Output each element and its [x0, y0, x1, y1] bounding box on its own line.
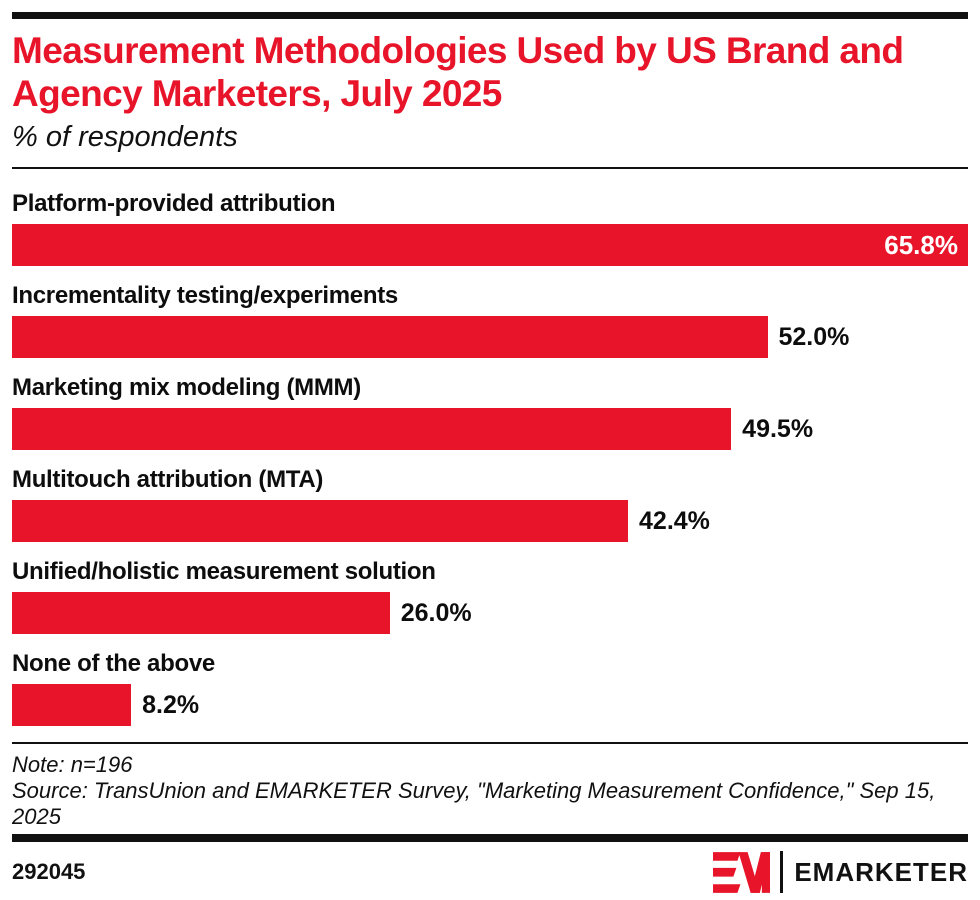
- logo-wordmark: EMARKETER: [794, 856, 968, 887]
- bar-category-label: Unified/holistic measurement solution: [12, 558, 436, 585]
- footer-divider: [12, 742, 968, 744]
- bar-track: 26.0%: [12, 592, 968, 634]
- bar-track: 65.8%: [12, 224, 968, 266]
- bar-row: Unified/holistic measurement solution 26…: [12, 558, 968, 634]
- note-text: Note: n=196: [12, 752, 133, 777]
- bar-value-outside: 49.5%: [742, 414, 814, 443]
- chart-id: 292045: [12, 859, 86, 884]
- chart-subtitle: % of respondents: [12, 121, 238, 153]
- top-rule: [12, 12, 968, 19]
- header-divider: [12, 167, 968, 169]
- bar: [12, 684, 132, 726]
- bar-track: 8.2%: [12, 684, 968, 726]
- bottom-rule: [12, 834, 968, 842]
- bar: 65.8%: [12, 224, 968, 266]
- bar-value-outside: 8.2%: [142, 690, 200, 719]
- bar-value-outside: 52.0%: [778, 322, 850, 351]
- bar-row: Platform-provided attribution 65.8%: [12, 190, 968, 266]
- bar-row: None of the above 8.2%: [12, 650, 968, 726]
- emarketer-logo: EMARKETER: [713, 851, 968, 893]
- bar-category-label: Incrementality testing/experiments: [12, 282, 398, 309]
- bar-category-label: Marketing mix modeling (MMM): [12, 374, 361, 401]
- bar-category-label: None of the above: [12, 650, 215, 677]
- source-text: Source: TransUnion and EMARKETER Survey,…: [12, 778, 936, 829]
- em-monogram-icon: [713, 851, 771, 893]
- bar-row: Marketing mix modeling (MMM) 49.5%: [12, 374, 968, 450]
- notes-block: Note: n=196 Source: TransUnion and EMARK…: [12, 752, 968, 830]
- bar-track: 42.4%: [12, 500, 968, 542]
- bar-value-outside: 42.4%: [639, 506, 710, 535]
- bar: [12, 592, 390, 634]
- bar-track: 52.0%: [12, 316, 968, 358]
- bar-value-inside: 65.8%: [884, 229, 958, 260]
- bar-value-outside: 26.0%: [400, 598, 472, 627]
- bar-chart: Platform-provided attribution 65.8% Incr…: [12, 190, 968, 726]
- bar: [12, 408, 732, 450]
- logo-divider: [780, 851, 784, 893]
- footer-row: 292045 EMARKETER: [12, 851, 968, 893]
- bar: [12, 500, 629, 542]
- bar-track: 49.5%: [12, 408, 968, 450]
- bar-category-label: Multitouch attribution (MTA): [12, 466, 324, 493]
- bar-category-label: Platform-provided attribution: [12, 190, 336, 217]
- bar-row: Incrementality testing/experiments 52.0%: [12, 282, 968, 358]
- chart-title: Measurement Methodologies Used by US Bra…: [12, 30, 904, 114]
- bar-row: Multitouch attribution (MTA) 42.4%: [12, 466, 968, 542]
- bar: [12, 316, 768, 358]
